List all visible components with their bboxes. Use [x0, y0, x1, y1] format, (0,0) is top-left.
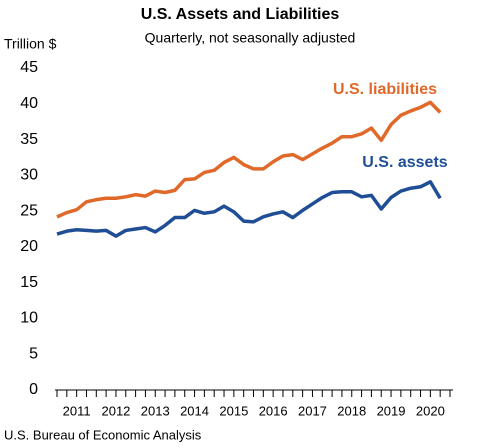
chart-subtitle: Quarterly, not seasonally adjusted — [145, 30, 356, 46]
x-tick-label: 2012 — [101, 403, 130, 418]
series-line — [56, 180, 442, 238]
y-tick-label: 15 — [20, 274, 38, 291]
y-tick-label: 25 — [20, 202, 38, 219]
x-tick-label: 2020 — [416, 403, 445, 418]
x-tick-label: 2019 — [377, 403, 406, 418]
y-tick-label: 40 — [20, 95, 38, 112]
y-tick-label: 5 — [29, 345, 38, 362]
series-label: U.S. liabilities — [333, 81, 437, 98]
y-tick-label: 20 — [20, 238, 38, 255]
x-tick-label: 2018 — [337, 403, 366, 418]
y-tick-label: 0 — [29, 381, 38, 398]
source: U.S. Bureau of Economic Analysis — [4, 427, 202, 442]
y-tick-label: 35 — [20, 131, 38, 148]
x-tick-label: 2016 — [259, 403, 288, 418]
x-tick-label: 2017 — [298, 403, 327, 418]
x-tick-label: 2014 — [180, 403, 209, 418]
y-axis-label: Trillion $ — [4, 36, 57, 52]
chart-title: U.S. Assets and Liabilities — [141, 6, 340, 23]
y-tick-label: 10 — [20, 310, 38, 327]
series-line — [56, 100, 442, 219]
x-tick-label: 2011 — [63, 403, 91, 418]
x-tick-label: 2013 — [141, 403, 170, 418]
y-tick-label: 45 — [20, 59, 38, 76]
series-label: U.S. assets — [362, 154, 447, 171]
x-tick-label: 2015 — [219, 403, 248, 418]
y-tick-label: 30 — [20, 167, 38, 184]
